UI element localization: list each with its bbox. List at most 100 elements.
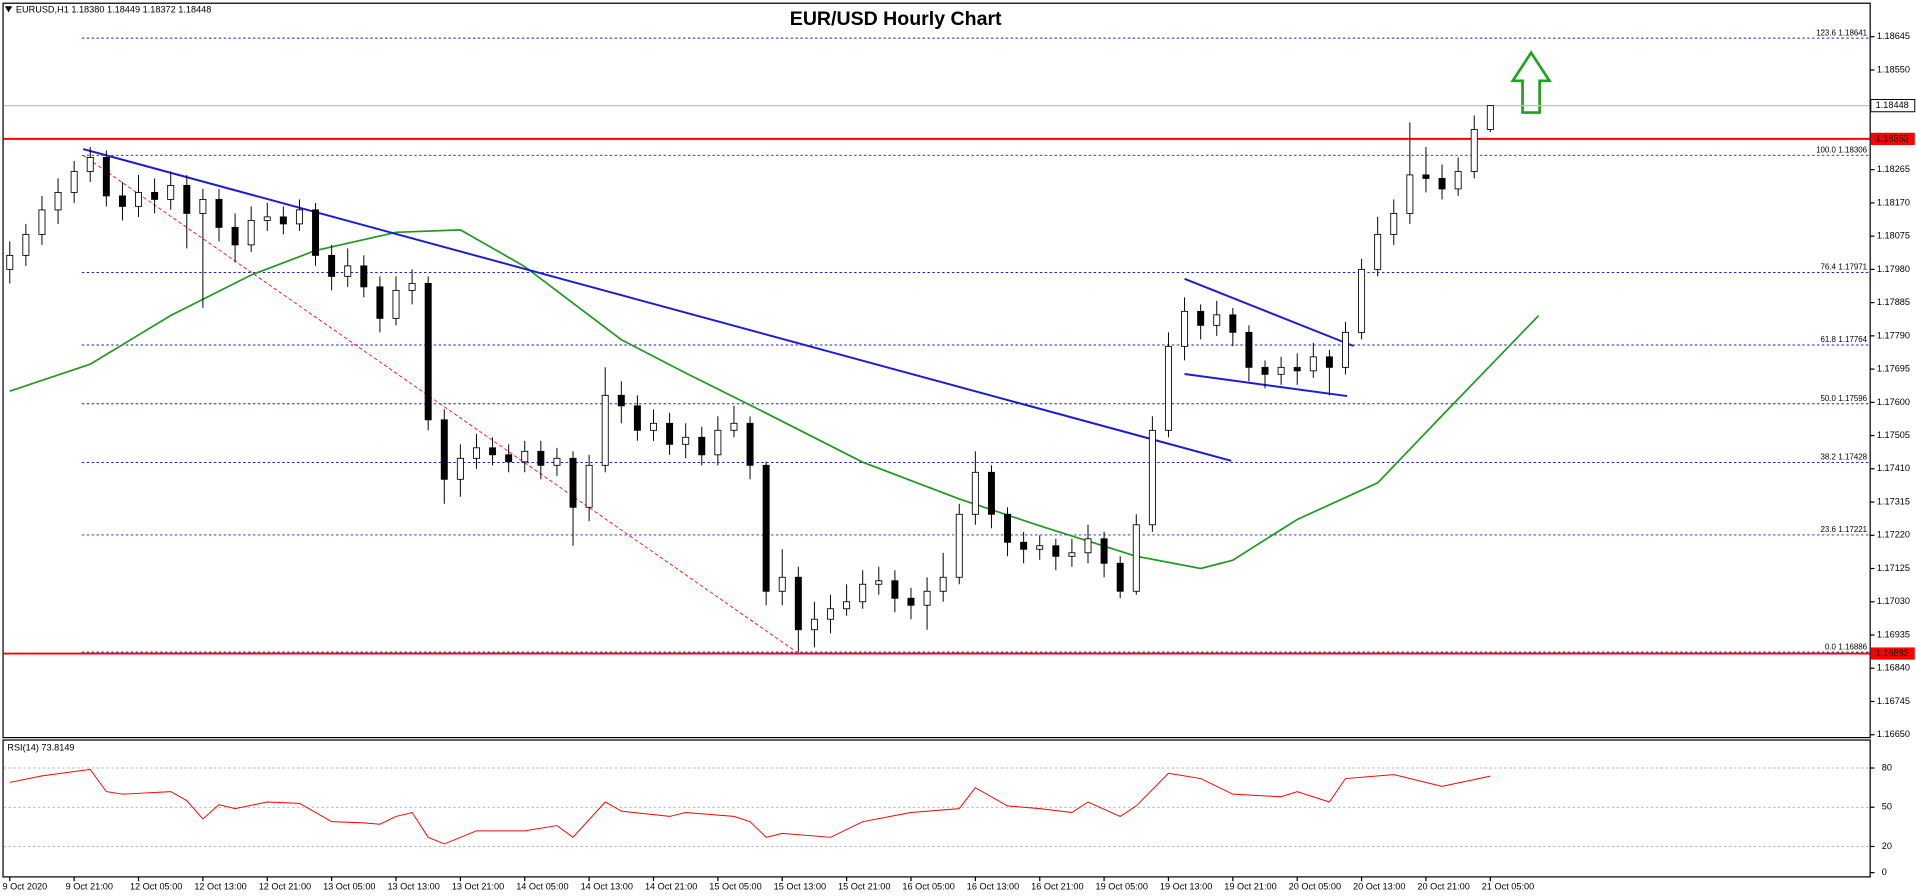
candle-body [151, 191, 159, 200]
fib-price: 1.16886 [1838, 642, 1867, 651]
candle-body [891, 580, 899, 599]
y-tick-label: 1.18075 [1877, 231, 1910, 241]
fib-level: 61.8 [1821, 335, 1837, 344]
candle-body [135, 191, 143, 207]
y-tick-label: 1.18645 [1877, 31, 1910, 41]
candle-body [38, 209, 46, 235]
trendline [82, 154, 797, 653]
candle-body [1084, 538, 1092, 554]
candle-body [424, 282, 432, 421]
candle-body [1229, 314, 1237, 333]
candle-body [827, 608, 834, 620]
y-tick-label: 1.17980 [1877, 264, 1910, 274]
candle-body [456, 457, 464, 480]
candle-body [1374, 233, 1382, 270]
candle-body [1245, 331, 1253, 368]
candle-body [601, 394, 609, 466]
y-tick-label: 1.17600 [1877, 397, 1910, 407]
candle-body [875, 580, 883, 585]
x-tick-label: 19 Oct 05:00 [1096, 882, 1148, 892]
candle-body [231, 226, 239, 246]
fib-level: 123.6 [1816, 28, 1836, 37]
candle-body [1148, 429, 1156, 526]
candle-body [617, 394, 625, 407]
rsi-panel-frame [2, 739, 1871, 878]
y-tick-label: 1.18170 [1877, 197, 1910, 207]
fib-level: 100.0 [1816, 146, 1836, 155]
candle-body [360, 265, 368, 288]
up-arrow [1510, 50, 1552, 114]
candle-body [1406, 174, 1414, 214]
y-tick-label: 1.16745 [1877, 696, 1910, 706]
x-tick-label: 20 Oct 05:00 [1289, 882, 1341, 892]
candle-body [199, 198, 207, 214]
y-tick-label: 1.17125 [1877, 563, 1910, 573]
y-tick-label: 1.18550 [1877, 64, 1910, 74]
candle-body [907, 597, 915, 606]
x-tick-label: 19 Oct 21:00 [1224, 882, 1276, 892]
fib-price: 1.17971 [1838, 263, 1867, 272]
x-tick-label: 15 Oct 21:00 [838, 882, 890, 892]
current-price-label: 1.18448 [1876, 100, 1909, 110]
fib-level: 23.6 [1821, 525, 1837, 534]
candle-body [1100, 538, 1108, 564]
candle-body [344, 265, 352, 277]
x-tick-label: 20 Oct 13:00 [1353, 882, 1405, 892]
candle-body [553, 457, 561, 466]
candle-body [215, 198, 223, 228]
y-tick-label: 1.17695 [1877, 364, 1910, 374]
candle-body [762, 464, 770, 592]
candle-body [54, 191, 62, 211]
fib-price: 1.17221 [1838, 525, 1867, 534]
fib-price: 1.18641 [1838, 28, 1867, 37]
candle-body [794, 576, 802, 631]
level-label: 1.18353 [1876, 133, 1909, 143]
y-tick-label: 1.16935 [1877, 629, 1910, 639]
candle-body [859, 583, 867, 603]
x-tick-label: 13 Oct 21:00 [452, 882, 504, 892]
y-tick-label: 1.17505 [1877, 430, 1910, 440]
y-tick-label: 1.16840 [1877, 663, 1910, 673]
y-tick-label: 1.17790 [1877, 330, 1910, 340]
candle-body [6, 254, 14, 270]
x-tick-label: 14 Oct 21:00 [645, 882, 697, 892]
candle-body [987, 471, 995, 515]
candle-body [86, 156, 94, 172]
candle-body [440, 419, 448, 480]
candle-body [1004, 513, 1012, 543]
x-tick-label: 19 Oct 13:00 [1160, 882, 1212, 892]
y-tick-label: 1.16650 [1877, 729, 1910, 739]
candle-body [1309, 356, 1317, 372]
candle-body [1213, 314, 1221, 326]
fib-price: 1.17764 [1838, 335, 1867, 344]
candle-body [472, 447, 480, 459]
y-tick-label: 1.17220 [1877, 530, 1910, 540]
rsi-line [9, 768, 1491, 845]
header-quote: EURUSD,H1 1.18380 1.18449 1.18372 1.1844… [16, 4, 211, 14]
candle-body [1486, 105, 1494, 130]
candle-body [633, 405, 641, 431]
candle-body [1325, 356, 1333, 368]
candle-body [537, 450, 545, 466]
candle-body [1438, 177, 1446, 190]
trendline [82, 148, 1232, 462]
candle-body [569, 457, 577, 508]
candle-body [312, 209, 320, 256]
candle-body [1390, 212, 1398, 235]
candle-body [1020, 541, 1028, 550]
x-tick-label: 13 Oct 13:00 [387, 882, 439, 892]
y-tick-label: 1.17410 [1877, 463, 1910, 473]
candle-body [505, 454, 513, 463]
x-tick-label: 20 Oct 21:00 [1417, 882, 1469, 892]
x-tick-label: 12 Oct 13:00 [194, 882, 246, 892]
candle-body [955, 513, 963, 578]
level-box [1870, 647, 1915, 660]
candle-body [376, 286, 384, 319]
level-box [1870, 132, 1915, 145]
candle-body [22, 233, 30, 256]
x-tick-label: 15 Oct 13:00 [774, 882, 826, 892]
y-tick-label: 1.17885 [1877, 297, 1910, 307]
rsi-tick-label: 0 [1882, 867, 1887, 877]
rsi-tick-label: 50 [1882, 802, 1892, 812]
